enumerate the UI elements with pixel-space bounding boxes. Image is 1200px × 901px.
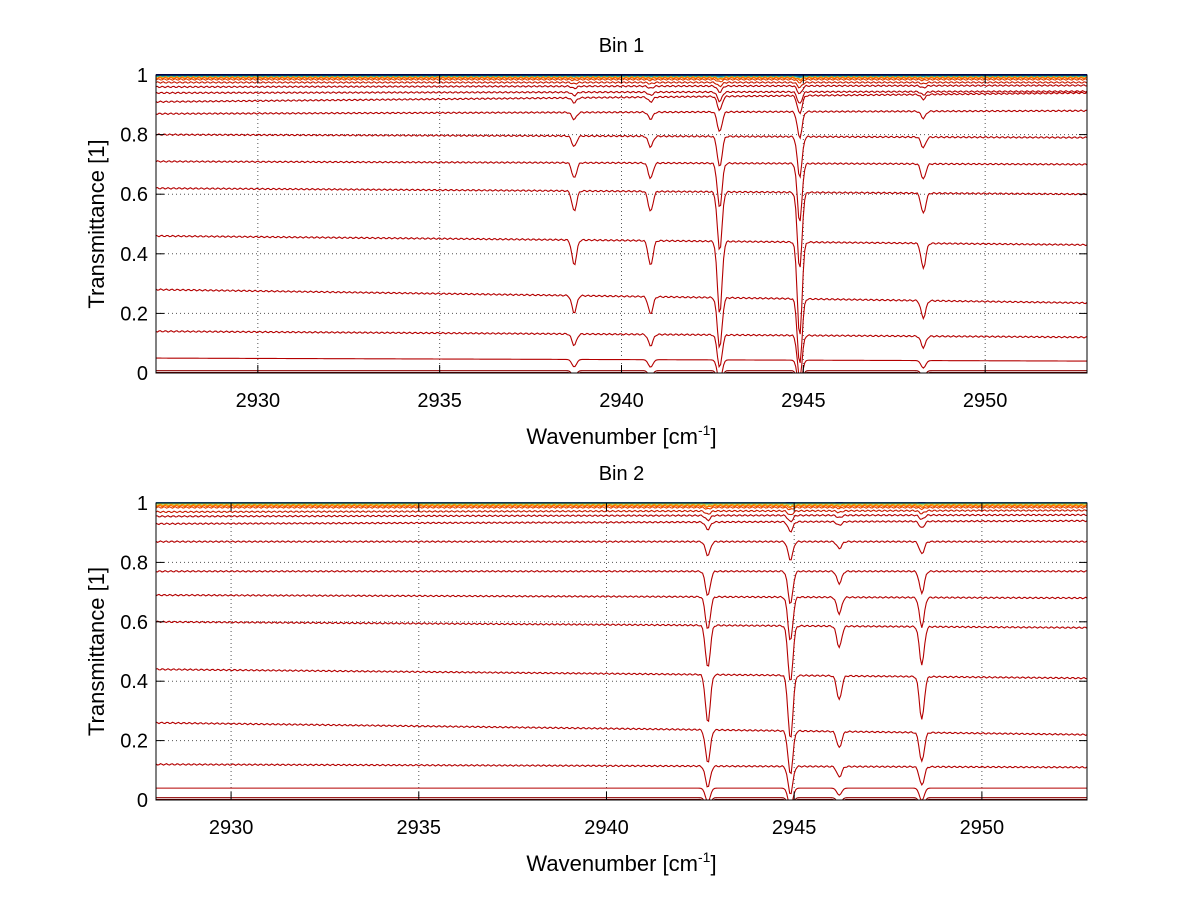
- series-line: [156, 90, 1087, 104]
- series-group: [156, 74, 1087, 373]
- x-tick-label: 2950: [960, 817, 1005, 839]
- x-tick-label: 2940: [599, 390, 644, 412]
- series-line: [156, 109, 1087, 140]
- series-line: [156, 798, 1087, 800]
- series-line: [156, 519, 1087, 533]
- chart-title: Bin 1: [599, 35, 645, 57]
- y-tick-label: 0.6: [120, 612, 148, 634]
- axes-box: [155, 502, 1088, 801]
- x-tick-label: 2935: [397, 817, 442, 839]
- series-line: [156, 540, 1087, 561]
- series-line: [156, 133, 1087, 179]
- series-group: [156, 502, 1087, 800]
- x-tick-label: 2940: [584, 817, 629, 839]
- y-axis-label: Transmittance [1]: [84, 139, 109, 308]
- series-line: [156, 84, 1087, 95]
- series-line: [156, 357, 1087, 373]
- y-tick-label: 0.8: [120, 552, 148, 574]
- series-line: [156, 593, 1087, 641]
- series-line: [156, 721, 1087, 775]
- x-tick-label: 2945: [772, 817, 817, 839]
- series-line: [156, 787, 1087, 800]
- y-axis-label: Transmittance [1]: [84, 567, 109, 736]
- chart-title: Bin 2: [599, 463, 645, 485]
- series-line: [156, 186, 1087, 268]
- x-axis-label: Wavenumber [cm-1]: [526, 422, 716, 449]
- y-tick-label: 0.6: [120, 184, 148, 206]
- y-tick-label: 1: [137, 493, 148, 515]
- plot-2: 2930 2935 2940 2945 2950 0 0.2 0.4 0.6 0.8 1 Bin 2 W…: [84, 463, 1088, 876]
- series-line: [156, 569, 1087, 605]
- series-line: [156, 763, 1087, 795]
- series-line: [156, 288, 1087, 363]
- series-line: [156, 234, 1087, 335]
- y-tick-label: 1: [137, 65, 148, 87]
- y-tick-label: 0.2: [120, 303, 148, 325]
- series-line: [156, 506, 1087, 511]
- series-line: [156, 503, 1087, 508]
- x-tick-label: 2930: [236, 390, 281, 412]
- series-line: [156, 81, 1087, 89]
- y-tick-label: 0.2: [120, 731, 148, 753]
- y-tick-label: 0.4: [120, 671, 148, 693]
- y-tick-label: 0: [137, 790, 148, 812]
- series-line: [156, 620, 1087, 681]
- x-axis-label: Wavenumber [cm-1]: [526, 849, 716, 876]
- series-line: [156, 797, 1087, 800]
- series-line: [156, 509, 1087, 516]
- series-line: [156, 330, 1087, 373]
- series-line: [156, 91, 1087, 115]
- x-tick-label: 2945: [781, 390, 826, 412]
- y-tick-label: 0: [137, 363, 148, 385]
- series-line: [156, 513, 1087, 523]
- y-tick-label: 0.4: [120, 244, 148, 266]
- series-line: [156, 370, 1087, 373]
- series-line: [156, 160, 1087, 222]
- x-tick-label: 2935: [417, 390, 462, 412]
- plot-1: 2930 2935 2940 2945 2950 0 0.2 0.4 0.6 0.8 1 Bin 1 W…: [84, 35, 1088, 449]
- x-tick-label: 2950: [963, 390, 1008, 412]
- y-tick-label: 0.8: [120, 125, 148, 147]
- series-line: [156, 504, 1087, 509]
- x-tick-label: 2930: [209, 817, 254, 839]
- series-line: [156, 668, 1087, 738]
